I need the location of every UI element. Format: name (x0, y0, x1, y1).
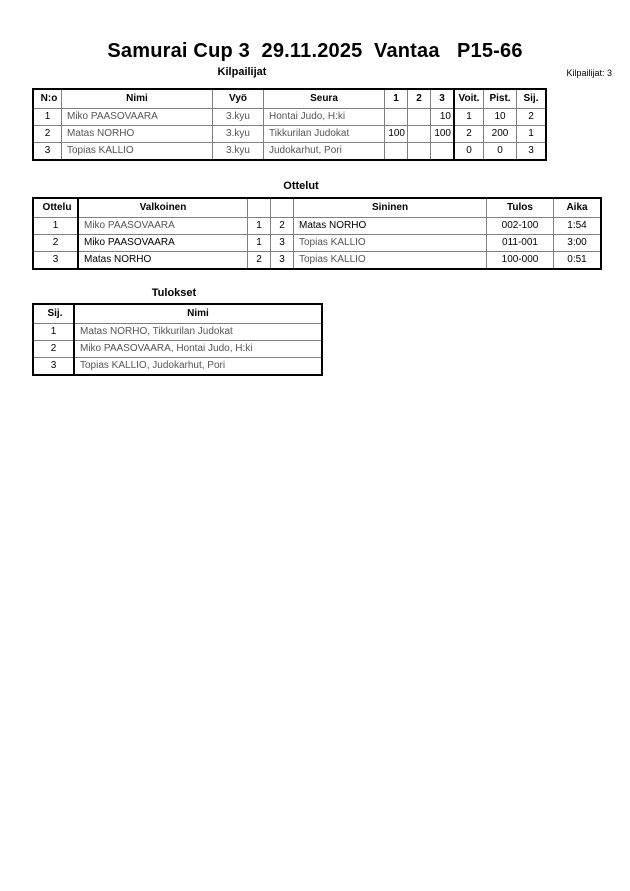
table-row: 2 Miko PAASOVAARA 1 3 Topias KALLIO 011-… (32, 234, 602, 252)
cell-points: 200 (483, 125, 517, 143)
col-header-points: Pist. (483, 88, 517, 109)
cell-white-number: 1 (247, 217, 271, 235)
cell-time: 3:00 (553, 234, 602, 252)
competitors-table: N:o Nimi Vyö Seura 1 2 3 Voit. Pist. Sij… (32, 88, 547, 161)
col-header-number: N:o (32, 88, 62, 109)
cell-blue-competitor: Topias KALLIO (293, 251, 487, 270)
cell-rank: 3 (516, 142, 547, 161)
cell-rank: 1 (32, 323, 75, 341)
table-header-row: Sij. Nimi (32, 303, 323, 324)
cell-number: 1 (32, 108, 62, 126)
cell-match-2 (407, 142, 431, 161)
cell-blue-competitor: Matas NORHO (293, 217, 487, 235)
table-header-row: Ottelu Valkoinen Sininen Tulos Aika (32, 197, 602, 218)
col-header-time: Aika (553, 197, 602, 218)
cell-match-number: 1 (32, 217, 79, 235)
cell-rank: 1 (516, 125, 547, 143)
cell-time: 1:54 (553, 217, 602, 235)
table-row: 3 Topias KALLIO 3.kyu Judokarhut, Pori 0… (32, 142, 547, 161)
cell-number: 2 (32, 125, 62, 143)
col-header-belt: Vyö (212, 88, 264, 109)
cell-match-1 (384, 142, 408, 161)
cell-club: Tikkurilan Judokat (263, 125, 385, 143)
col-header-club: Seura (263, 88, 385, 109)
competitor-count-label: Kilpailijat: 3 (566, 68, 612, 78)
cell-points: 10 (483, 108, 517, 126)
results-section-heading: Tulokset (151, 287, 197, 299)
cell-match-3: 100 (430, 125, 455, 143)
table-row: 2 Miko PAASOVAARA, Hontai Judo, H:ki (32, 340, 323, 358)
col-header-white-number (247, 197, 271, 218)
cell-white-number: 2 (247, 251, 271, 270)
cell-blue-competitor: Topias KALLIO (293, 234, 487, 252)
cell-belt: 3.kyu (212, 108, 264, 126)
col-header-white: Valkoinen (77, 197, 248, 218)
table-row: 1 Miko PAASOVAARA 3.kyu Hontai Judo, H:k… (32, 108, 547, 126)
cell-result: 011-001 (486, 234, 554, 252)
cell-name: Miko PAASOVAARA, Hontai Judo, H:ki (73, 340, 323, 358)
table-row: 3 Matas NORHO 2 3 Topias KALLIO 100-000 … (32, 251, 602, 270)
cell-time: 0:51 (553, 251, 602, 270)
cell-blue-number: 2 (270, 217, 294, 235)
cell-blue-number: 3 (270, 234, 294, 252)
col-header-rank: Sij. (32, 303, 75, 324)
cell-white-competitor: Miko PAASOVAARA (77, 234, 248, 252)
cell-rank: 3 (32, 357, 75, 376)
cell-match-1: 100 (384, 125, 408, 143)
cell-match-2 (407, 125, 431, 143)
cell-rank: 2 (32, 340, 75, 358)
cell-name: Miko PAASOVAARA (61, 108, 213, 126)
col-header-match-number: Ottelu (32, 197, 79, 218)
cell-match-2 (407, 108, 431, 126)
results-table: Sij. Nimi 1 Matas NORHO, Tikkurilan Judo… (32, 303, 323, 376)
cell-blue-number: 3 (270, 251, 294, 270)
col-header-blue-number (270, 197, 294, 218)
cell-match-3: 10 (430, 108, 455, 126)
cell-wins: 0 (453, 142, 484, 161)
cell-match-number: 3 (32, 251, 79, 270)
cell-wins: 2 (453, 125, 484, 143)
col-header-match-3: 3 (430, 88, 455, 109)
col-header-match-2: 2 (407, 88, 431, 109)
cell-white-competitor: Miko PAASOVAARA (77, 217, 248, 235)
cell-white-number: 1 (247, 234, 271, 252)
table-row: 3 Topias KALLIO, Judokarhut, Pori (32, 357, 323, 376)
cell-wins: 1 (453, 108, 484, 126)
competitors-section-heading: Kilpailijat (217, 66, 267, 78)
cell-match-3 (430, 142, 455, 161)
cell-belt: 3.kyu (212, 125, 264, 143)
col-header-blue: Sininen (293, 197, 487, 218)
col-header-wins: Voit. (453, 88, 484, 109)
cell-result: 100-000 (486, 251, 554, 270)
col-header-name: Nimi (61, 88, 213, 109)
table-row: 1 Miko PAASOVAARA 1 2 Matas NORHO 002-10… (32, 217, 602, 235)
matches-section-heading: Ottelut (283, 180, 319, 192)
cell-name: Topias KALLIO, Judokarhut, Pori (73, 357, 323, 376)
cell-rank: 2 (516, 108, 547, 126)
cell-result: 002-100 (486, 217, 554, 235)
col-header-result: Tulos (486, 197, 554, 218)
cell-points: 0 (483, 142, 517, 161)
col-header-match-1: 1 (384, 88, 408, 109)
page-title: Samurai Cup 3 29.11.2025 Vantaa P15-66 (107, 40, 523, 62)
cell-number: 3 (32, 142, 62, 161)
cell-club: Hontai Judo, H:ki (263, 108, 385, 126)
cell-name: Topias KALLIO (61, 142, 213, 161)
cell-club: Judokarhut, Pori (263, 142, 385, 161)
cell-match-1 (384, 108, 408, 126)
cell-name: Matas NORHO, Tikkurilan Judokat (73, 323, 323, 341)
cell-white-competitor: Matas NORHO (77, 251, 248, 270)
matches-table: Ottelu Valkoinen Sininen Tulos Aika 1 Mi… (32, 197, 602, 270)
cell-match-number: 2 (32, 234, 79, 252)
table-row: 1 Matas NORHO, Tikkurilan Judokat (32, 323, 323, 341)
table-row: 2 Matas NORHO 3.kyu Tikkurilan Judokat 1… (32, 125, 547, 143)
col-header-name: Nimi (73, 303, 323, 324)
cell-name: Matas NORHO (61, 125, 213, 143)
table-header-row: N:o Nimi Vyö Seura 1 2 3 Voit. Pist. Sij… (32, 88, 547, 109)
cell-belt: 3.kyu (212, 142, 264, 161)
col-header-rank: Sij. (516, 88, 547, 109)
